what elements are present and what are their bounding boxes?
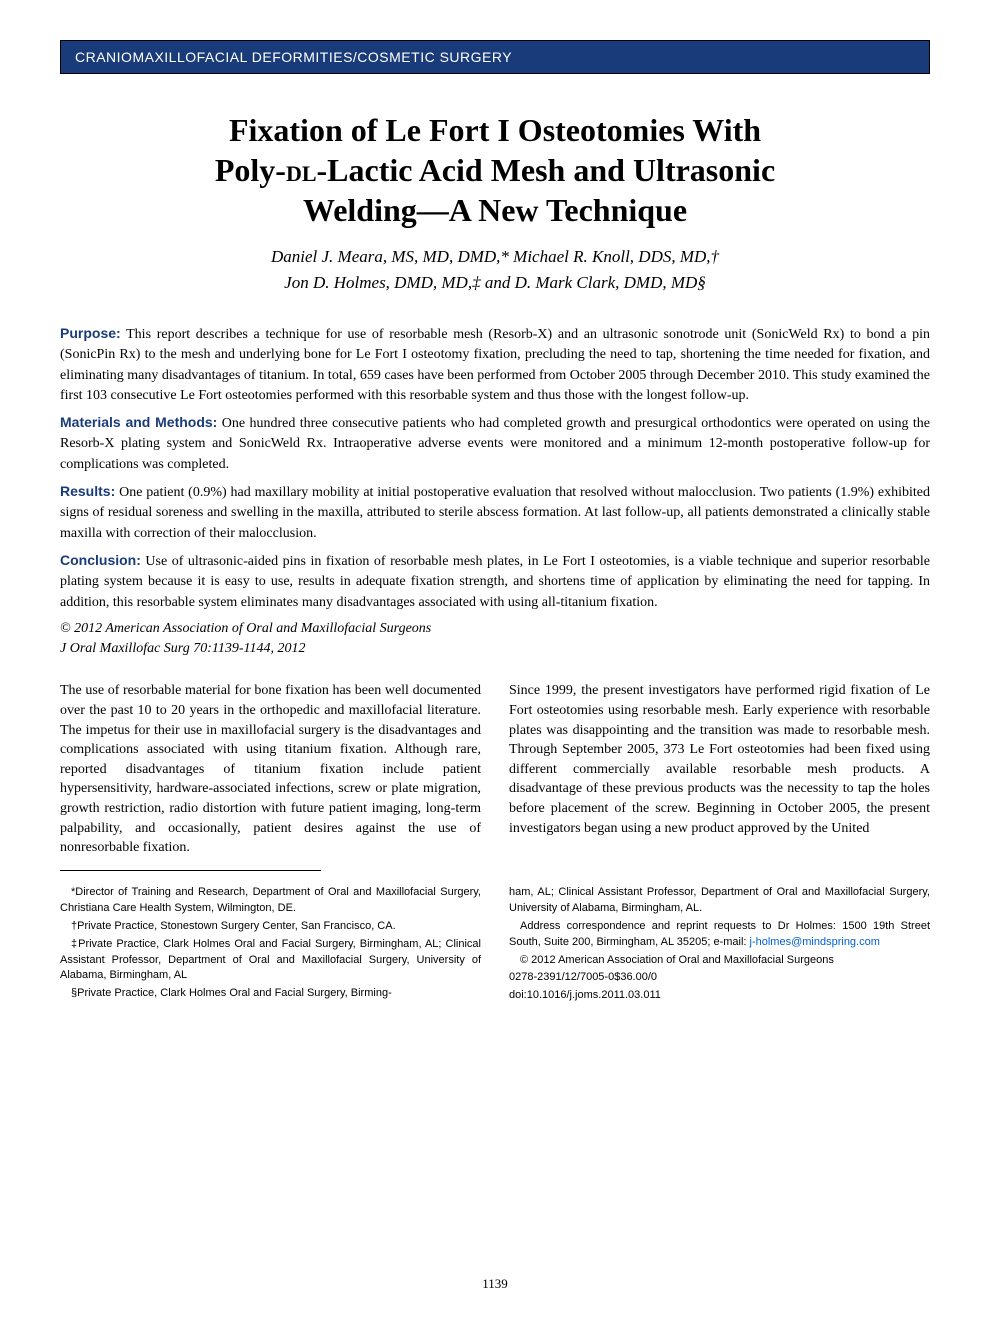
abstract-conclusion: Conclusion: Use of ultrasonic-aided pins… (60, 550, 930, 613)
conclusion-label: Conclusion: (60, 552, 141, 568)
body-paragraph: The use of resorbable material for bone … (60, 681, 481, 857)
page-number: 1139 (0, 1276, 990, 1292)
body-column-left: The use of resorbable material for bone … (60, 681, 481, 857)
footnote-affil: ‡Private Practice, Clark Holmes Oral and… (60, 937, 481, 985)
footnote-affil: *Director of Training and Research, Depa… (60, 885, 481, 917)
footnote-affil-continued: ham, AL; Clinical Assistant Professor, D… (509, 885, 930, 917)
title-line-2-pre: Poly- (215, 152, 286, 188)
footnote-copyright: © 2012 American Association of Oral and … (509, 953, 930, 969)
body-column-right: Since 1999, the present investigators ha… (509, 681, 930, 857)
footnotes: *Director of Training and Research, Depa… (60, 885, 930, 1007)
abstract-results: Results: One patient (0.9%) had maxillar… (60, 481, 930, 544)
title-line-3: Welding—A New Technique (303, 192, 687, 228)
footnote-correspondence: Address correspondence and reprint reque… (509, 919, 930, 951)
copyright-line: © 2012 American Association of Oral and … (60, 619, 930, 639)
purpose-label: Purpose: (60, 325, 121, 341)
footnote-column-right: ham, AL; Clinical Assistant Professor, D… (509, 885, 930, 1007)
methods-label: Materials and Methods: (60, 414, 217, 430)
section-banner-text: CRANIOMAXILLOFACIAL DEFORMITIES/COSMETIC… (75, 49, 512, 65)
footnote-doi: doi:10.1016/j.joms.2011.03.011 (509, 988, 930, 1004)
body-text: The use of resorbable material for bone … (60, 681, 930, 857)
title-line-1: Fixation of Le Fort I Osteotomies With (229, 112, 761, 148)
title-line-2-post: -Lactic Acid Mesh and Ultrasonic (317, 152, 776, 188)
section-banner: CRANIOMAXILLOFACIAL DEFORMITIES/COSMETIC… (60, 40, 930, 74)
title-line-2-smallcaps: dl (286, 152, 317, 188)
body-paragraph: Since 1999, the present investigators ha… (509, 681, 930, 838)
footnote-affil: §Private Practice, Clark Holmes Oral and… (60, 986, 481, 1002)
correspondence-email[interactable]: j-holmes@mindspring.com (750, 936, 880, 948)
authors-line-1: Daniel J. Meara, MS, MD, DMD,* Michael R… (271, 247, 719, 266)
conclusion-text: Use of ultrasonic-aided pins in fixation… (60, 554, 930, 610)
abstract: Purpose: This report describes a techniq… (60, 323, 930, 659)
purpose-text: This report describes a technique for us… (60, 327, 930, 403)
results-text: One patient (0.9%) had maxillary mobilit… (60, 485, 930, 541)
results-label: Results: (60, 483, 115, 499)
authors-block: Daniel J. Meara, MS, MD, DMD,* Michael R… (60, 244, 930, 295)
abstract-methods: Materials and Methods: One hundred three… (60, 412, 930, 475)
footnote-column-left: *Director of Training and Research, Depa… (60, 885, 481, 1007)
footnote-rule (60, 870, 321, 871)
article-title: Fixation of Le Fort I Osteotomies With P… (60, 110, 930, 230)
footnote-affil: †Private Practice, Stonestown Surgery Ce… (60, 919, 481, 935)
abstract-purpose: Purpose: This report describes a techniq… (60, 323, 930, 406)
footnote-issn: 0278-2391/12/7005-0$36.00/0 (509, 970, 930, 986)
journal-citation: J Oral Maxillofac Surg 70:1139-1144, 201… (60, 639, 930, 659)
authors-line-2: Jon D. Holmes, DMD, MD,‡ and D. Mark Cla… (284, 273, 706, 292)
